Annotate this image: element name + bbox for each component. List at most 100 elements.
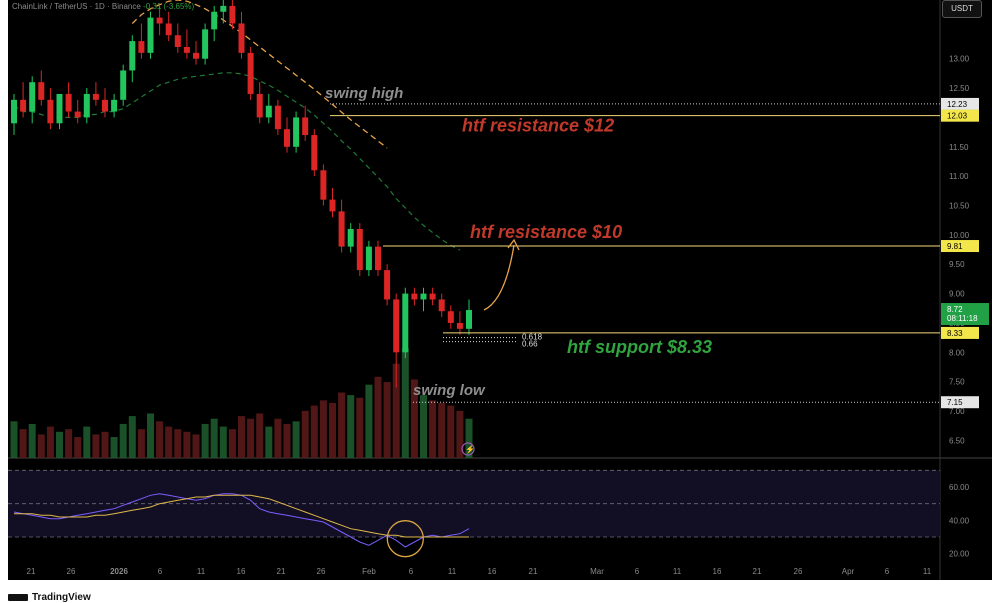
candle-body [384,270,391,300]
candle-body [147,17,154,53]
ma-fast-line [13,72,461,251]
interval[interactable]: 1D [94,2,105,11]
candle-body [11,99,17,124]
candle-body [229,5,236,24]
replay-icon[interactable] [461,442,475,456]
rsi-tick-label: 20.00 [949,550,970,559]
exchange: Binance [111,2,141,11]
volume-bar [347,395,355,458]
candle-body [302,117,309,136]
candle-body [438,299,445,312]
fib-label: 0.66 [522,340,538,349]
x-tick-label: Mar [590,567,604,576]
volume-bar [310,405,318,458]
level-price-tag [941,326,979,339]
level-annotation: swing high [325,85,403,102]
volume-bar [192,434,200,458]
candle-body [265,105,272,118]
level-annotation: htf resistance $12 [462,116,614,136]
volume-bar [110,437,118,458]
candle-body [102,99,108,112]
candles [11,0,472,388]
candle-body [293,117,300,147]
countdown-label: 08:11:18 [947,314,978,323]
oversold-highlight-circle [386,520,424,558]
candle-body [375,246,381,271]
candle-body [92,93,99,100]
volume-bar [210,418,218,458]
volume-bar [156,421,164,458]
volume-bar [247,418,255,458]
volume-bar [37,434,45,458]
projection-arrowhead [507,238,520,251]
volume-bar [101,431,109,458]
volume-bar [219,426,227,458]
x-tick-label: 11 [448,567,457,576]
last-price-tag [941,303,989,326]
candle-body [411,293,418,300]
tradingview-logo-icon [8,593,28,601]
x-tick-label: 6 [409,567,414,576]
level-annotation: htf resistance $10 [470,222,622,242]
x-tick-label: 16 [713,567,722,576]
level-price-label: 12.03 [947,112,968,121]
candle-body [202,29,209,59]
candle-body [211,11,218,30]
x-tick-label: 21 [27,567,36,576]
price-tick-label: 8.00 [949,348,965,357]
volume-bar [65,429,73,458]
symbol-name[interactable]: ChainLink / TetherUS [12,2,88,11]
price-tick-label: 9.00 [949,290,965,299]
candle-body [356,229,363,271]
last-price-label: 8.72 [947,305,963,314]
brand-name: TradingView [32,592,91,603]
volume-bar [301,410,309,458]
candle-body [238,23,245,53]
volume-bar [74,437,82,458]
level-annotation: htf support $8.33 [567,337,712,357]
x-tick-label: 26 [317,567,326,576]
candle-body [284,129,290,147]
candle-body [393,299,400,353]
volume-bar [410,379,418,458]
candle-body [74,111,81,118]
candle-body [247,52,254,94]
x-tick-label: 21 [529,567,538,576]
level-price-label: 7.15 [947,398,963,407]
volume-bar [165,426,173,458]
projection-arrow [483,244,515,311]
annotations: ⚡ [461,238,520,456]
brand-logo: TradingView [8,592,91,603]
candle-body [120,70,127,100]
currency-unit-button[interactable]: USDT [942,0,982,18]
candle-body [38,82,45,100]
rsi-ma-line [14,494,469,538]
candle-body [429,293,436,300]
x-tick-label: 11 [197,567,206,576]
candle-body [20,99,27,112]
candle-body [274,105,281,130]
volume-bar [183,431,191,458]
x-tick-label: 6 [885,567,890,576]
candle-body [338,211,345,247]
x-tick-label: 16 [488,567,497,576]
candle-body [420,293,427,300]
volume-bar [465,418,473,458]
volume-bar [292,421,300,458]
price-tick-label: 7.00 [949,407,965,416]
replay-icon-glyph: ⚡ [465,444,475,454]
candle-body [402,293,409,353]
candle-body [347,229,354,247]
x-tick-label: 21 [753,567,762,576]
candle-body [447,311,454,323]
candle-body [156,17,163,24]
volume-bar [174,429,182,458]
candle-body [220,5,227,12]
level-price-tag [941,109,979,122]
volume-bar [420,395,427,458]
candle-body [183,46,190,53]
volume-bar [83,426,91,458]
fib-label: 0.618 [522,333,543,342]
